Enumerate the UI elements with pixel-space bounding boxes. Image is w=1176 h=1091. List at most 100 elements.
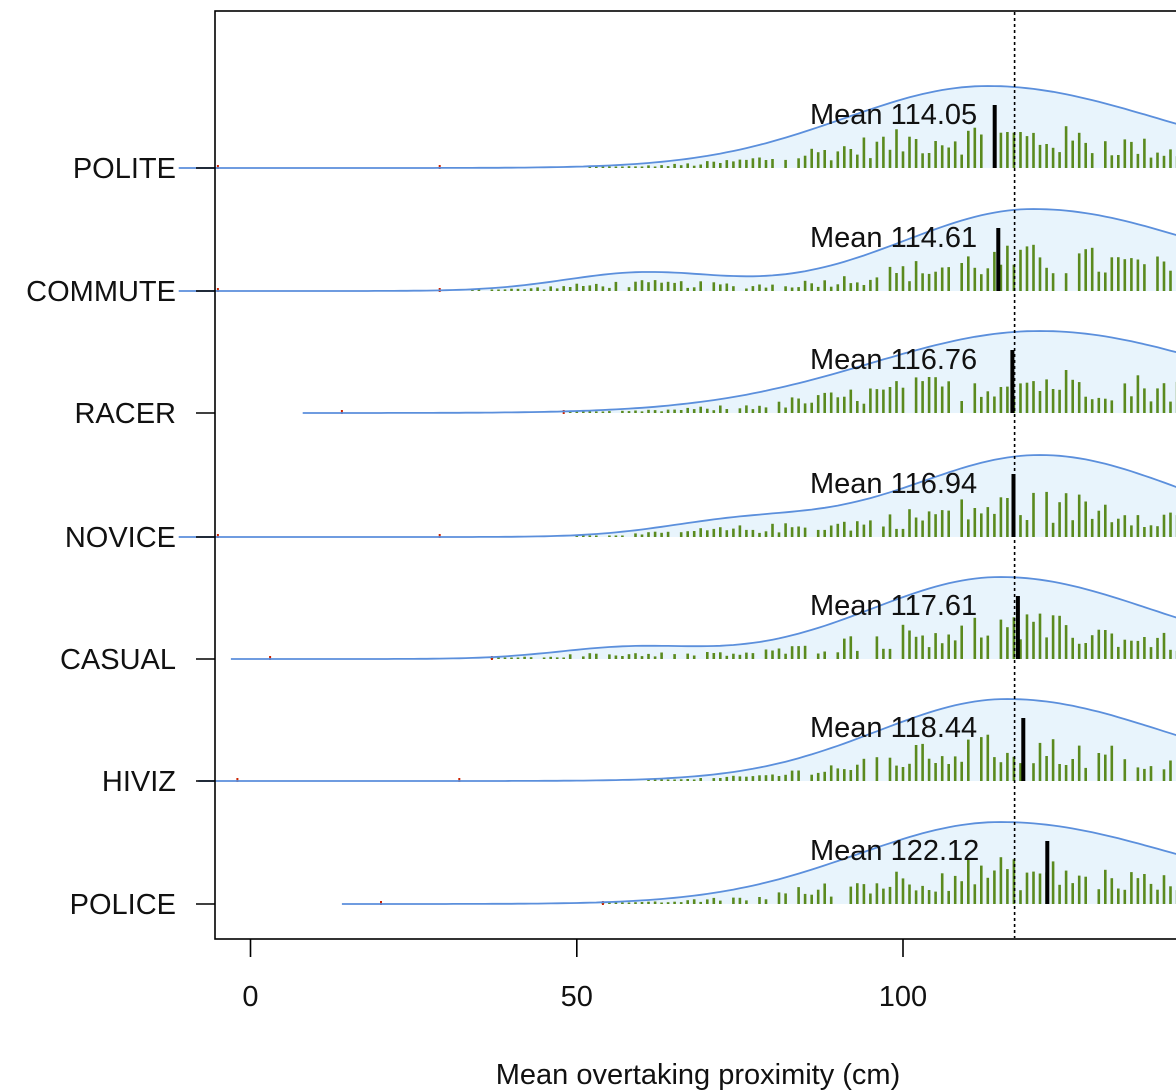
histogram-bar [575,411,579,413]
histogram-bar [875,883,879,904]
histogram-bar [810,148,813,168]
histogram-bar [914,261,918,291]
histogram-bar [875,277,879,291]
histogram-bar [699,164,702,168]
histogram-bar [823,771,826,781]
histogram-bar [1019,639,1022,659]
histogram-bar [614,902,618,904]
histogram-bar [1077,253,1081,291]
histogram-bar [1025,382,1029,413]
histogram-bar [1136,515,1140,537]
histogram-bar [1032,871,1035,904]
histogram-bar [660,282,663,291]
histogram-bar [895,273,898,291]
histogram-bar [888,886,892,904]
ridge-hiviz: Mean 118.44 [198,698,1176,782]
histogram-bar [856,401,859,413]
histogram-bar [758,532,761,537]
histogram-bar [1162,155,1166,168]
histogram-bar [653,779,657,781]
histogram-bar [1117,257,1120,291]
density-curve [178,208,1176,292]
histogram-bar [653,901,657,904]
histogram-bar [829,286,833,291]
histogram-bar [986,507,990,537]
histogram-bar [582,656,585,659]
histogram-bar [699,778,702,781]
histogram-bar [706,899,709,904]
histogram-bar [1156,388,1159,413]
histogram-bar [673,409,676,413]
histogram-bar [588,285,592,291]
histogram-bar [1019,249,1022,291]
histogram-bar [888,514,892,537]
histogram-bar [816,395,820,413]
histogram-bar [1019,383,1022,413]
histogram-bar [1077,745,1081,781]
histogram-bar [601,166,605,168]
histogram-bar [608,411,611,413]
histogram-bar [1025,246,1029,291]
histogram-bar [1169,886,1172,904]
density-fill [302,331,1176,413]
histogram-bar [1110,522,1114,537]
histogram-bar [849,149,853,168]
histogram-bar [732,161,735,168]
histogram-bar [908,884,911,904]
histogram-bar [647,409,650,413]
outlier-mark [236,778,239,782]
histogram-bar [1156,152,1159,168]
histogram-bar [914,745,918,781]
histogram-bar [692,409,696,413]
histogram-bar [568,287,572,291]
histogram-bar [1071,379,1074,413]
histogram-bar [751,653,755,659]
histogram-bar [1058,152,1061,168]
histogram-bar [1051,861,1055,904]
outlier-mark [438,534,441,538]
y-tick-label-novice: NOVICE [65,522,176,554]
histogram-bar [621,902,624,904]
histogram-bar [1143,138,1146,168]
histogram-bar [1025,872,1029,904]
outlier-mark [216,534,219,538]
histogram-bar [712,778,716,781]
histogram-bar [895,765,898,781]
histogram-bar [523,289,526,291]
histogram-bar [1097,397,1101,413]
histogram-bar [745,529,748,537]
ridge-polite: Mean 114.05 [178,85,1176,169]
histogram-bar [660,532,663,537]
histogram-bar [993,396,996,413]
histogram-bar [1077,494,1081,537]
histogram-bar [653,410,657,413]
mean-label: Mean 116.94 [810,468,977,500]
histogram-bar [960,499,963,537]
histogram-bar [758,897,761,904]
histogram-bar [836,652,840,659]
histogram-bar [1169,760,1172,781]
histogram-bar [843,521,846,537]
histogram-bar [614,166,618,168]
histogram-bar [1045,491,1048,537]
histogram-bar [627,287,631,291]
histogram-bar [1104,141,1107,168]
histogram-bar [856,154,859,168]
histogram-bar [608,287,611,291]
histogram-bar [719,163,722,168]
histogram-bar [947,267,950,291]
x-tick-label: 0 [242,981,258,1013]
histogram-bar [1019,890,1022,904]
histogram-bar [921,381,924,413]
histogram-bar [549,286,552,291]
histogram-bar [673,163,676,168]
histogram-bar [908,136,911,168]
histogram-bar [562,286,565,291]
histogram-bar [666,281,670,291]
histogram-bar [706,530,709,537]
y-tick-label-hiviz: HIVIZ [102,766,176,798]
histogram-bar [653,166,657,168]
histogram-bar [875,141,879,168]
histogram-bar [980,396,983,413]
histogram-bar [829,896,833,904]
